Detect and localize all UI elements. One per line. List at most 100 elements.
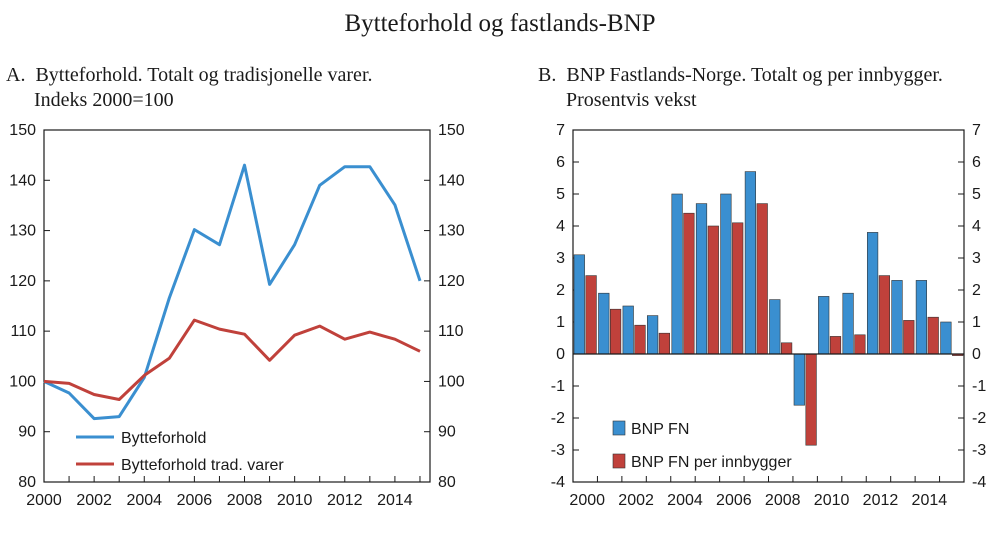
panel-a-title: A. Bytteforhold. Totalt og tradisjonelle…	[6, 63, 373, 113]
y-tick-label-left: -2	[551, 410, 565, 427]
y-tick-label-left: -3	[551, 442, 565, 459]
bar-bnp-fn-per-innbygger-2012	[878, 275, 890, 355]
x-tick-label: 2006	[716, 492, 752, 509]
bar-bnp-fn-per-innbygger-2004	[683, 212, 695, 355]
y-tick-label-left: 3	[556, 250, 565, 267]
y-tick-label-left: 110	[10, 323, 36, 340]
y-tick-label-left: 90	[18, 424, 36, 441]
bar-bnp-fn-per-innbygger-2001	[609, 308, 622, 355]
bar-bnp-fn-per-innbygger-2010	[829, 336, 842, 355]
y-tick-label-left: 130	[9, 223, 36, 240]
series-line-bytteforhold-trad-varer	[43, 318, 421, 401]
y-tick-label-left: 140	[9, 172, 36, 189]
x-tick-label: 2004	[667, 492, 703, 509]
y-tick-label-right: 6	[972, 154, 981, 171]
legend-label-a: Bytteforhold	[121, 430, 206, 447]
y-tick-label-left: -4	[551, 474, 565, 491]
bar-bnp-fn-per-innbygger-2007	[756, 203, 768, 355]
panel-b-title: B. BNP Fastlands-Norge. Totalt og per in…	[538, 63, 943, 113]
panel-a-title-line1: Bytteforhold. Totalt og tradisjonelle va…	[35, 64, 373, 86]
x-tick-label: 2010	[814, 492, 850, 509]
x-tick-label: 2012	[327, 492, 363, 509]
series-line-bytteforhold	[43, 163, 422, 421]
bar-bnp-fn-2002	[622, 305, 634, 355]
y-tick-label-right: 5	[972, 186, 981, 203]
bar-bnp-fn-2003	[646, 315, 659, 355]
x-tick-label: 2014	[377, 492, 413, 509]
y-tick-label-left: 100	[9, 373, 36, 390]
y-tick-label-right: 1	[972, 314, 981, 331]
bar-bnp-fn-per-innbygger-2008	[780, 342, 793, 355]
y-tick-label-right: 80	[438, 474, 456, 491]
y-tick-label-left: 1	[556, 314, 565, 331]
y-tick-label-left: 0	[556, 346, 565, 363]
bar-bnp-fn-2006	[720, 193, 732, 355]
y-tick-label-left: 7	[556, 122, 565, 139]
bar-bnp-fn-per-innbygger-2009	[805, 353, 817, 446]
bar-bnp-fn-2010	[818, 296, 830, 355]
y-tick-label-left: 4	[556, 218, 565, 235]
panel-b-title-line2: Prosentvis vekst	[566, 89, 697, 111]
y-tick-label-right: 120	[438, 273, 465, 290]
legend-swatch-b	[612, 453, 626, 469]
x-tick-label: 2006	[177, 492, 213, 509]
bar-bnp-fn-2014	[915, 280, 927, 355]
x-tick-label: 2012	[863, 492, 899, 509]
y-tick-label-right: 140	[438, 172, 465, 189]
legend-label-b: BNP FN	[631, 421, 689, 438]
bar-bnp-fn-per-innbygger-2003	[658, 332, 670, 355]
x-tick-label: 2004	[126, 492, 162, 509]
y-tick-label-left: 2	[556, 282, 565, 299]
bar-bnp-fn-per-innbygger-2013	[903, 320, 915, 355]
y-tick-label-right: -4	[972, 474, 986, 491]
legend-label-b: BNP FN per innbygger	[631, 454, 792, 471]
panel-b-label: B.	[538, 64, 557, 86]
y-tick-label-left: 80	[18, 474, 36, 491]
x-tick-label: 2000	[569, 492, 605, 509]
y-tick-label-right: 130	[438, 223, 465, 240]
y-tick-label-right: 90	[438, 424, 456, 441]
panel-b-title-line1: BNP Fastlands-Norge. Totalt og per innby…	[566, 64, 943, 86]
x-tick-label: 2008	[227, 492, 263, 509]
bar-bnp-fn-2015	[940, 321, 952, 355]
y-tick-label-right: 3	[972, 250, 981, 267]
y-tick-label-left: 5	[556, 186, 565, 203]
x-tick-label: 2002	[618, 492, 654, 509]
bar-bnp-fn-2008	[769, 299, 781, 355]
panel-a-title-line2: Indeks 2000=100	[34, 89, 174, 111]
bar-bnp-fn-per-innbygger-2014	[927, 316, 939, 355]
bar-bnp-fn-2011	[842, 292, 854, 355]
y-tick-label-right: -3	[972, 442, 986, 459]
y-tick-label-right: 150	[438, 122, 465, 139]
legend-swatch-b	[612, 420, 626, 436]
bar-bnp-fn-2007	[744, 171, 756, 355]
bar-bnp-fn-per-innbygger-2002	[634, 324, 646, 355]
y-tick-label-left: -1	[551, 378, 565, 395]
y-tick-label-right: 7	[972, 122, 981, 139]
y-tick-label-right: -1	[972, 378, 986, 395]
legend-label-a: Bytteforhold trad. varer	[121, 457, 284, 474]
plot-frame-a	[43, 129, 431, 483]
bar-bnp-fn-2004	[671, 193, 683, 355]
bar-bnp-fn-2000	[573, 254, 585, 355]
y-tick-label-left: 6	[556, 154, 565, 171]
figure-title: Bytteforhold og fastlands-BNP	[344, 10, 656, 37]
bar-bnp-fn-2001	[598, 292, 610, 355]
bar-bnp-fn-per-innbygger-2006	[732, 222, 744, 355]
y-tick-label-right: -2	[972, 410, 986, 427]
y-tick-label-left: 150	[9, 122, 36, 139]
y-tick-label-right: 4	[972, 218, 981, 235]
bar-bnp-fn-per-innbygger-2000	[585, 275, 597, 355]
x-tick-label: 2008	[765, 492, 801, 509]
x-tick-label: 2000	[26, 492, 62, 509]
x-tick-label: 2010	[277, 492, 313, 509]
bar-bnp-fn-2005	[695, 203, 708, 355]
bar-bnp-fn-2009	[793, 353, 805, 406]
bar-bnp-fn-2012	[866, 232, 879, 355]
bar-bnp-fn-2013	[891, 280, 903, 355]
y-tick-label-left: 120	[9, 273, 36, 290]
x-tick-label: 2014	[912, 492, 948, 509]
x-tick-label: 2002	[76, 492, 112, 509]
